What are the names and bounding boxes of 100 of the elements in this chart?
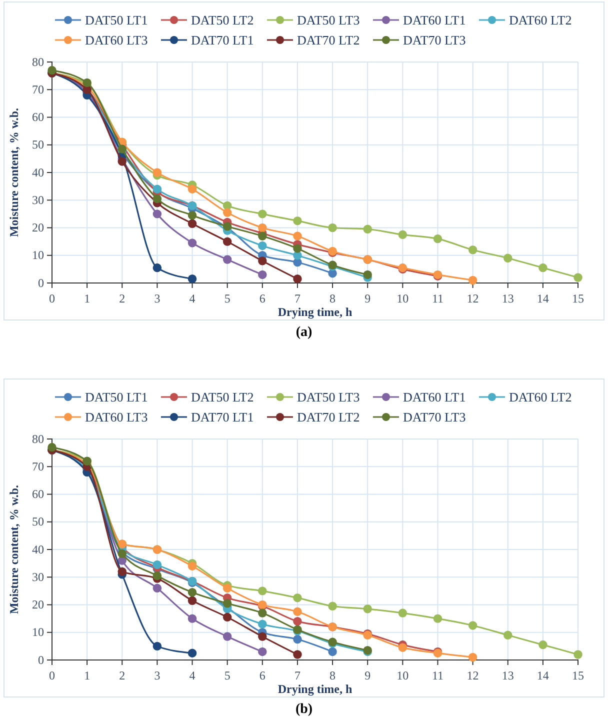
x-tick-label: 7 bbox=[294, 668, 300, 683]
point bbox=[468, 652, 478, 662]
legend-label: DAT50 LT2 bbox=[191, 12, 254, 28]
point bbox=[398, 643, 408, 652]
point bbox=[293, 593, 302, 602]
point bbox=[188, 274, 197, 284]
legend-label: DAT70 LT2 bbox=[297, 32, 360, 48]
point bbox=[293, 634, 302, 644]
point bbox=[328, 647, 337, 656]
point bbox=[222, 584, 232, 593]
x-tick-label: 14 bbox=[536, 292, 549, 306]
legend-label: DAT70 LT3 bbox=[403, 32, 466, 48]
point bbox=[258, 270, 267, 280]
legend-label: DAT70 LT3 bbox=[403, 410, 466, 424]
x-tick-label: 1 bbox=[84, 292, 90, 306]
legend-label: DAT70 LT1 bbox=[191, 410, 254, 424]
point bbox=[152, 263, 162, 272]
point bbox=[398, 608, 408, 618]
text: (a) bbox=[296, 325, 312, 340]
point bbox=[574, 650, 582, 659]
point bbox=[152, 584, 162, 593]
point bbox=[293, 650, 302, 659]
y-tick-label: 20 bbox=[32, 598, 44, 612]
point bbox=[468, 621, 478, 630]
x-axis-title: Drying time, h bbox=[278, 305, 352, 319]
point bbox=[222, 208, 232, 217]
x-tick-label: 12 bbox=[466, 292, 479, 306]
point bbox=[293, 216, 302, 226]
legend-label: DAT60 LT2 bbox=[509, 390, 572, 404]
x-tick-label: 6 bbox=[259, 668, 266, 683]
x-tick-label: 8 bbox=[330, 668, 336, 683]
y-tick-label: 40 bbox=[32, 165, 44, 180]
point bbox=[258, 620, 267, 628]
point bbox=[222, 255, 232, 264]
y-tick-label: 10 bbox=[32, 625, 44, 640]
point bbox=[48, 66, 56, 75]
y-tick-label: 30 bbox=[32, 570, 44, 584]
point bbox=[152, 560, 162, 570]
point bbox=[188, 238, 197, 248]
x-tick-label: 5 bbox=[224, 292, 230, 306]
legend-label: DAT60 LT1 bbox=[403, 390, 466, 404]
legend-label: DAT70 LT1 bbox=[191, 32, 254, 48]
x-tick-label: 3 bbox=[154, 668, 160, 683]
y-tick-label: 80 bbox=[32, 432, 44, 446]
point bbox=[363, 224, 372, 234]
point bbox=[152, 642, 162, 651]
point bbox=[538, 640, 548, 650]
point bbox=[188, 562, 197, 570]
legend-label: DAT50 LT3 bbox=[297, 12, 360, 28]
point bbox=[433, 614, 442, 623]
point bbox=[258, 608, 267, 618]
legend-label: DAT60 LT3 bbox=[85, 32, 148, 48]
point bbox=[363, 604, 372, 614]
point bbox=[328, 602, 337, 610]
y-tick-label: 60 bbox=[32, 487, 44, 502]
point bbox=[222, 612, 232, 622]
point bbox=[48, 442, 56, 452]
x-tick-label: 5 bbox=[224, 668, 230, 683]
point bbox=[118, 567, 127, 576]
point bbox=[258, 232, 267, 240]
x-tick-label: 11 bbox=[432, 668, 444, 683]
point bbox=[328, 223, 337, 232]
x-tick-label: 15 bbox=[572, 668, 584, 683]
y-tick-label: 70 bbox=[32, 459, 44, 474]
x-tick-label: 7 bbox=[294, 292, 300, 306]
x-tick-label: 6 bbox=[259, 292, 266, 306]
x-tick-label: 15 bbox=[572, 292, 584, 306]
point bbox=[152, 210, 162, 218]
point bbox=[258, 210, 267, 218]
point bbox=[258, 632, 267, 641]
point bbox=[503, 630, 512, 640]
point bbox=[222, 599, 232, 608]
point bbox=[398, 230, 408, 240]
legend-label: DAT60 LT2 bbox=[509, 12, 572, 28]
x-tick-label: 3 bbox=[154, 292, 160, 306]
y-axis-title: Moisture content, % w.b. bbox=[7, 108, 21, 238]
x-tick-label: 1 bbox=[84, 668, 90, 683]
point bbox=[188, 219, 197, 228]
point bbox=[152, 194, 162, 204]
point bbox=[222, 632, 232, 641]
point bbox=[258, 256, 267, 266]
y-tick-label: 70 bbox=[32, 82, 44, 96]
point bbox=[503, 254, 512, 262]
point bbox=[188, 210, 197, 220]
x-tick-label: 10 bbox=[396, 292, 409, 306]
point bbox=[293, 232, 302, 240]
x-tick-label: 2 bbox=[119, 292, 126, 306]
legend-label: DAT60 LT3 bbox=[85, 410, 148, 424]
y-tick-label: 50 bbox=[32, 138, 44, 152]
point bbox=[293, 274, 302, 284]
x-axis-title: Drying time, h bbox=[278, 682, 352, 696]
point bbox=[188, 648, 197, 658]
point bbox=[293, 244, 302, 253]
y-tick-label: 10 bbox=[32, 248, 44, 262]
point bbox=[468, 245, 478, 254]
y-tick-label: 60 bbox=[32, 110, 44, 124]
x-tick-label: 4 bbox=[189, 292, 196, 306]
text: (b) bbox=[295, 702, 313, 717]
y-tick-label: 0 bbox=[38, 276, 44, 290]
point bbox=[433, 234, 442, 244]
